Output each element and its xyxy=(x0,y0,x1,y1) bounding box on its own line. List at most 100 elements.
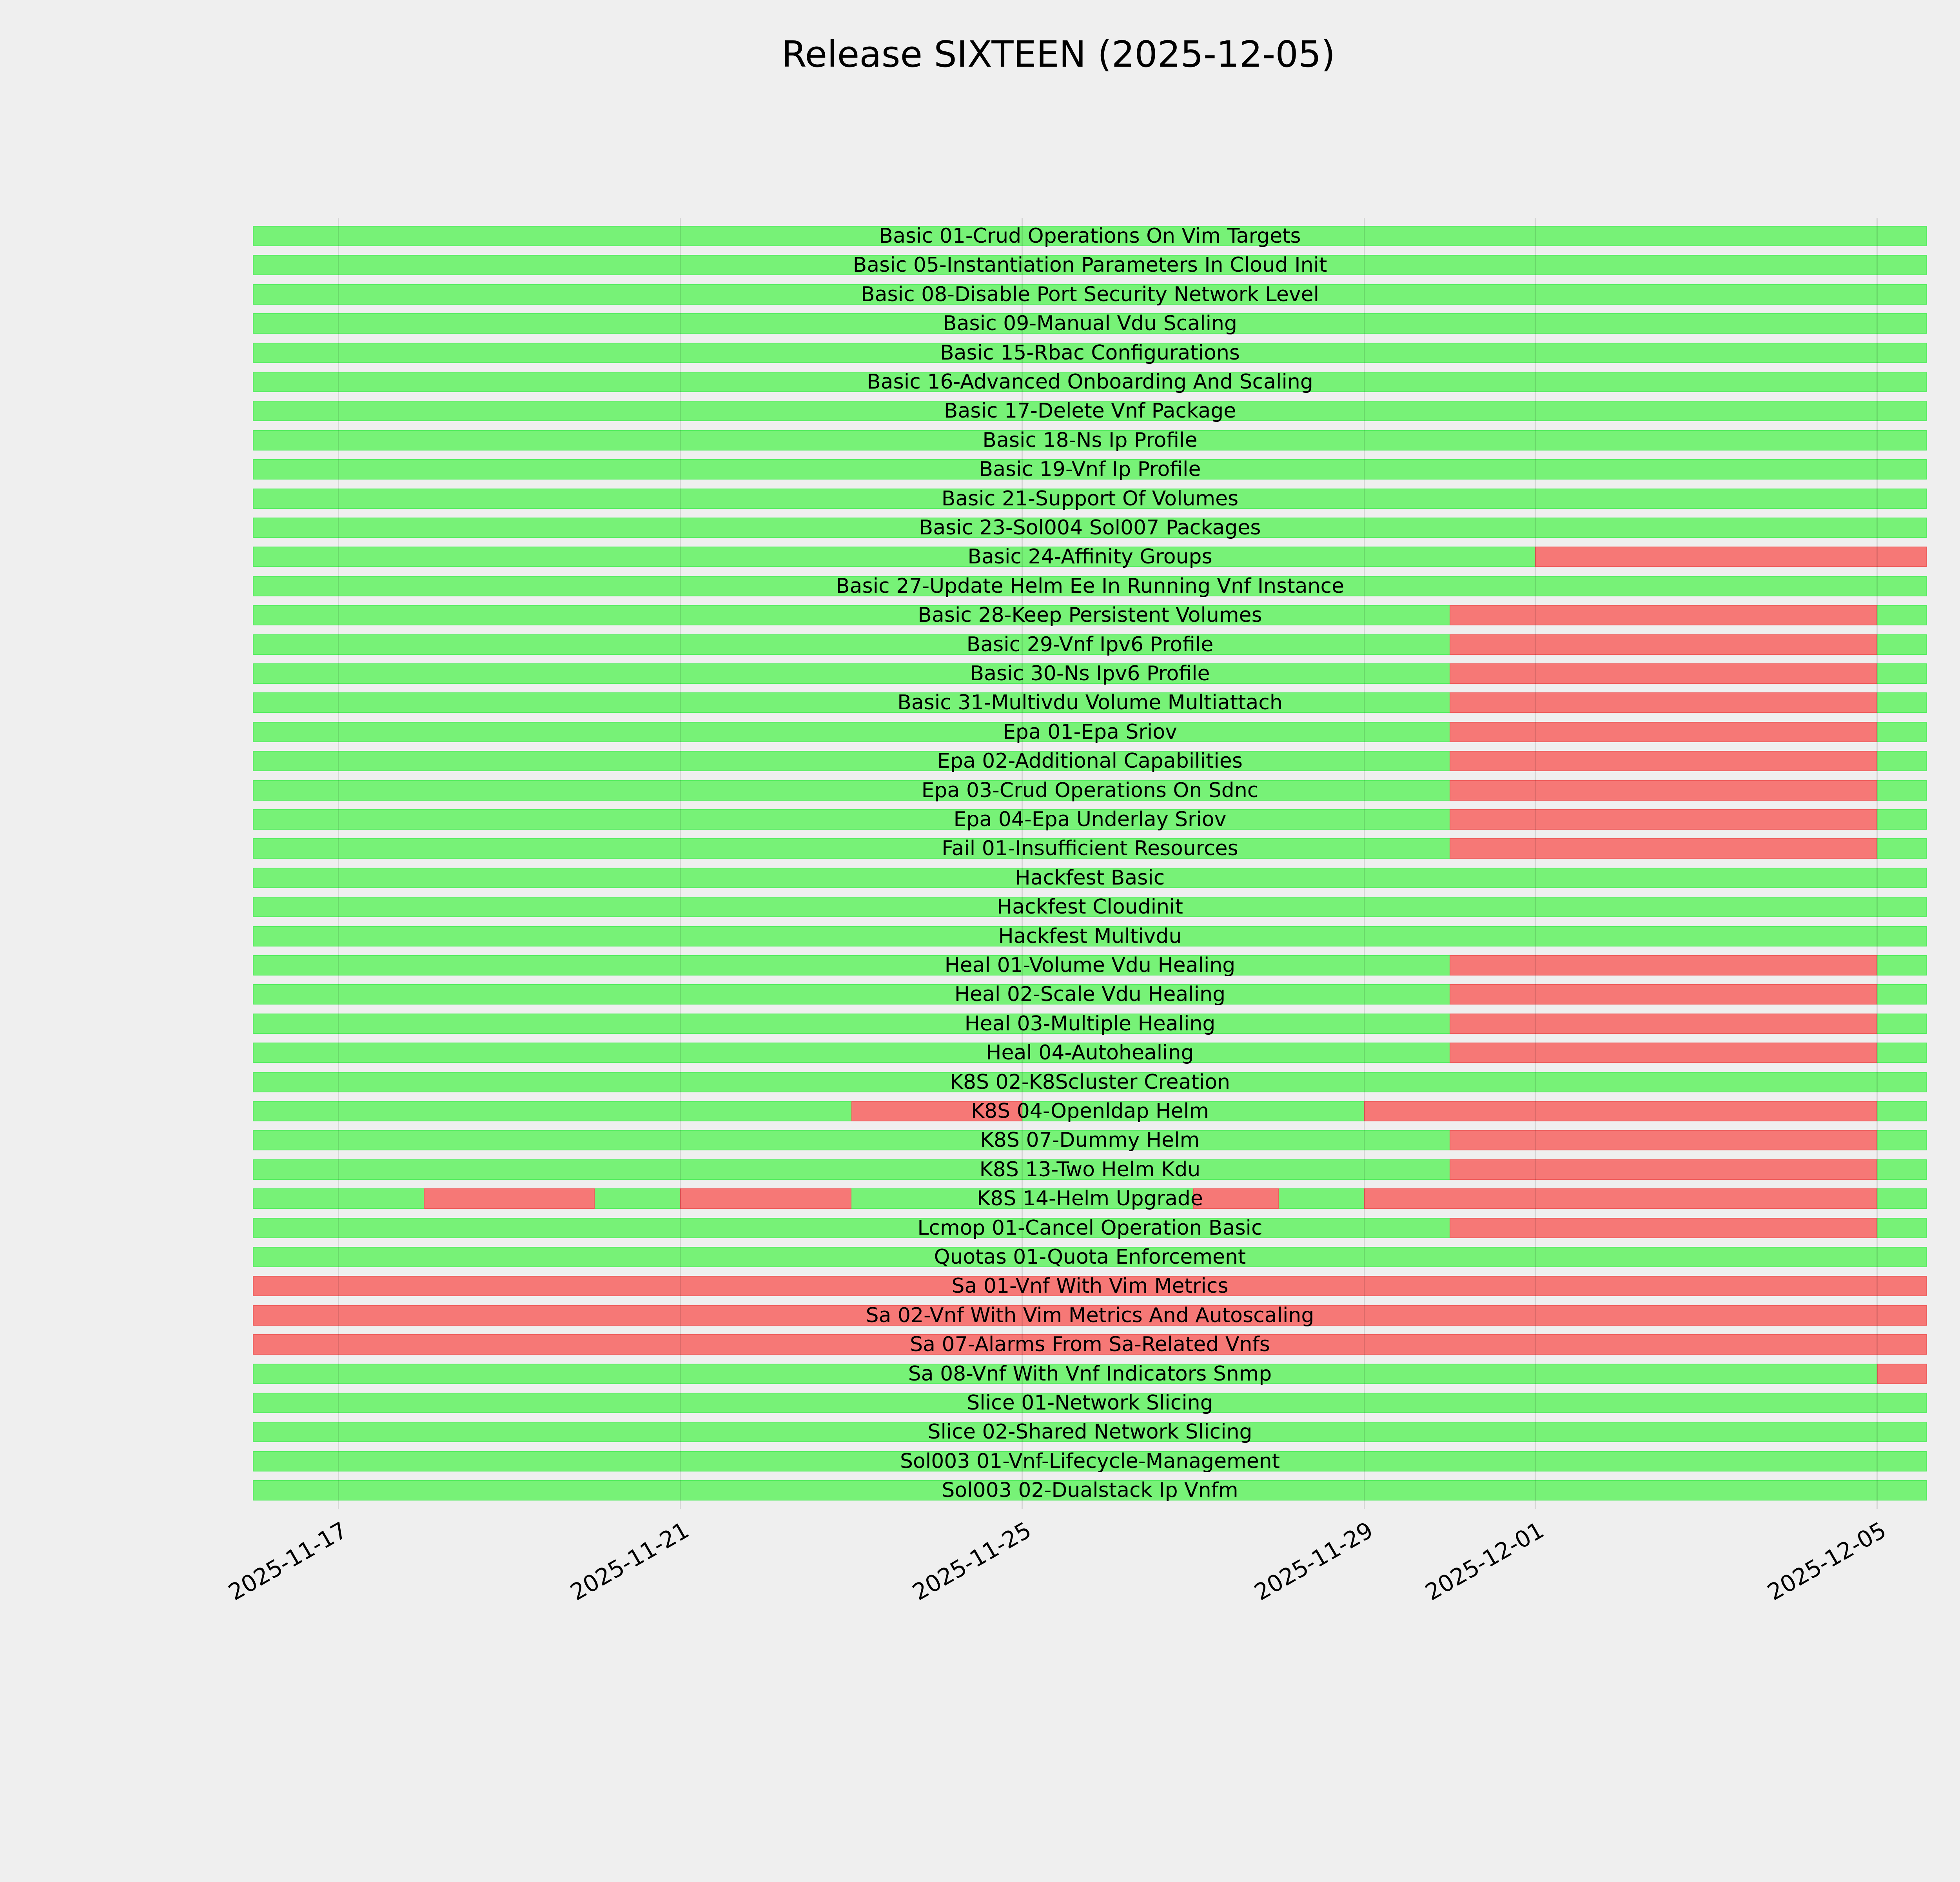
task-label: K8S 02-K8Scluster Creation xyxy=(949,1070,1230,1094)
task-label: Basic 31-Multivdu Volume Multiattach xyxy=(897,691,1283,715)
task-label: Epa 03-Crud Operations On Sdnc xyxy=(921,778,1259,802)
pass-bar-segment xyxy=(253,926,1927,946)
task-label: Epa 02-Additional Capabilities xyxy=(937,749,1243,773)
fail-bar-segment xyxy=(1364,1101,1877,1121)
task-label: Epa 01-Epa Sriov xyxy=(1003,720,1177,744)
task-label: Basic 17-Delete Vnf Package xyxy=(944,399,1236,423)
fail-bar-segment xyxy=(680,1188,851,1209)
fail-bar-segment xyxy=(1450,721,1877,742)
pass-bar-segment xyxy=(253,897,1927,917)
fail-bar-segment xyxy=(1450,663,1877,684)
task-label: Basic 21-Support Of Volumes xyxy=(941,487,1239,510)
task-row xyxy=(253,1393,1927,1413)
x-axis-tick-label: 2025-12-05 xyxy=(1762,1517,1891,1606)
fail-bar-segment xyxy=(424,1188,595,1209)
task-row xyxy=(253,1451,1927,1471)
task-label: K8S 04-Openldap Helm xyxy=(971,1099,1209,1123)
fail-bar-segment xyxy=(1450,1217,1877,1238)
task-label: Sa 02-Vnf With Vim Metrics And Autoscali… xyxy=(866,1303,1314,1327)
fail-bar-segment xyxy=(1193,1188,1279,1209)
task-label: Hackfest Cloudinit xyxy=(997,895,1183,919)
task-label: Lcmop 01-Cancel Operation Basic xyxy=(917,1216,1263,1240)
task-row xyxy=(253,1013,1927,1034)
task-label: Heal 01-Volume Vdu Healing xyxy=(944,954,1236,977)
fail-bar-segment xyxy=(1450,955,1877,976)
task-label: Basic 18-Ns Ip Profile xyxy=(982,428,1198,452)
task-row xyxy=(253,342,1927,363)
task-label: K8S 13-Two Helm Kdu xyxy=(979,1157,1201,1181)
pass-bar-segment xyxy=(253,430,1927,451)
task-row xyxy=(253,780,1927,801)
task-row xyxy=(253,838,1927,859)
task-row xyxy=(253,1217,1927,1238)
pass-bar-segment xyxy=(253,1393,1927,1413)
pass-bar-segment xyxy=(253,1072,1927,1092)
task-row xyxy=(253,721,1927,742)
task-label: Basic 09-Manual Vdu Scaling xyxy=(942,312,1237,336)
pass-bar-segment xyxy=(253,867,1927,888)
fail-bar-segment xyxy=(1877,1363,1927,1384)
task-row xyxy=(253,867,1927,888)
task-label: Quotas 01-Quota Enforcement xyxy=(934,1245,1246,1269)
x-axis-tick-label: 2025-11-29 xyxy=(1250,1517,1378,1606)
task-row xyxy=(253,488,1927,509)
fail-bar-segment xyxy=(1450,692,1877,713)
pass-bar-segment xyxy=(253,1480,1927,1501)
task-label: Basic 15-Rbac Configurations xyxy=(940,341,1240,365)
fail-bar-segment xyxy=(1450,751,1877,772)
pass-bar-segment xyxy=(253,1247,1927,1267)
fail-bar-segment xyxy=(1364,1188,1877,1209)
gridline xyxy=(1534,218,1536,1509)
task-label: Heal 04-Autohealing xyxy=(986,1041,1194,1065)
task-row xyxy=(253,284,1927,305)
task-row xyxy=(253,313,1927,334)
task-row xyxy=(253,1422,1927,1442)
pass-bar-segment xyxy=(253,488,1927,509)
task-label: Basic 30-Ns Ipv6 Profile xyxy=(970,662,1210,685)
fail-bar-segment xyxy=(1450,634,1877,655)
task-label: Sol003 01-Vnf-Lifecycle-Management xyxy=(900,1449,1280,1473)
task-row xyxy=(253,1363,1927,1384)
task-row xyxy=(253,751,1927,772)
task-row xyxy=(253,605,1927,626)
fail-bar-segment xyxy=(1450,1130,1877,1151)
task-row xyxy=(253,897,1927,917)
task-label: K8S 07-Dummy Helm xyxy=(980,1128,1200,1152)
task-label: Sa 01-Vnf With Vim Metrics xyxy=(951,1274,1229,1298)
task-row xyxy=(253,1188,1927,1209)
pass-bar-segment xyxy=(253,255,1927,276)
fail-bar-segment xyxy=(253,1276,1927,1297)
pass-bar-segment xyxy=(253,226,1927,246)
task-label: Sol003 02-Dualstack Ip Vnfm xyxy=(942,1479,1238,1502)
task-row xyxy=(253,459,1927,480)
task-row xyxy=(253,576,1927,596)
x-axis-tick-label: 2025-11-21 xyxy=(566,1517,694,1606)
chart-title: Release SIXTEEN (2025-12-05) xyxy=(781,33,1336,75)
x-axis-tick-label: 2025-12-01 xyxy=(1421,1517,1549,1606)
gridline xyxy=(1022,218,1023,1509)
fail-bar-segment xyxy=(1450,1013,1877,1034)
task-row xyxy=(253,809,1927,830)
task-label: Basic 29-Vnf Ipv6 Profile xyxy=(966,632,1214,656)
task-label: Basic 05-Instantiation Parameters In Clo… xyxy=(853,253,1327,277)
task-label: Basic 24-Affinity Groups xyxy=(967,545,1212,569)
task-label: Heal 03-Multiple Healing xyxy=(964,1012,1216,1035)
fail-bar-segment xyxy=(253,1305,1927,1326)
task-label: Epa 04-Epa Underlay Sriov xyxy=(953,808,1227,831)
task-row xyxy=(253,955,1927,976)
pass-bar-segment xyxy=(253,1422,1927,1442)
task-row xyxy=(253,1130,1927,1151)
task-row xyxy=(253,401,1927,421)
task-row xyxy=(253,255,1927,276)
task-row xyxy=(253,1334,1927,1355)
task-row xyxy=(253,984,1927,1005)
task-row xyxy=(253,1276,1927,1297)
task-label: Basic 16-Advanced Onboarding And Scaling xyxy=(867,370,1313,394)
x-axis-tick-label: 2025-11-25 xyxy=(907,1517,1036,1606)
task-label: Fail 01-Insufficient Resources xyxy=(942,837,1238,861)
task-row xyxy=(253,1159,1927,1180)
task-row xyxy=(253,926,1927,946)
task-row xyxy=(253,547,1927,567)
